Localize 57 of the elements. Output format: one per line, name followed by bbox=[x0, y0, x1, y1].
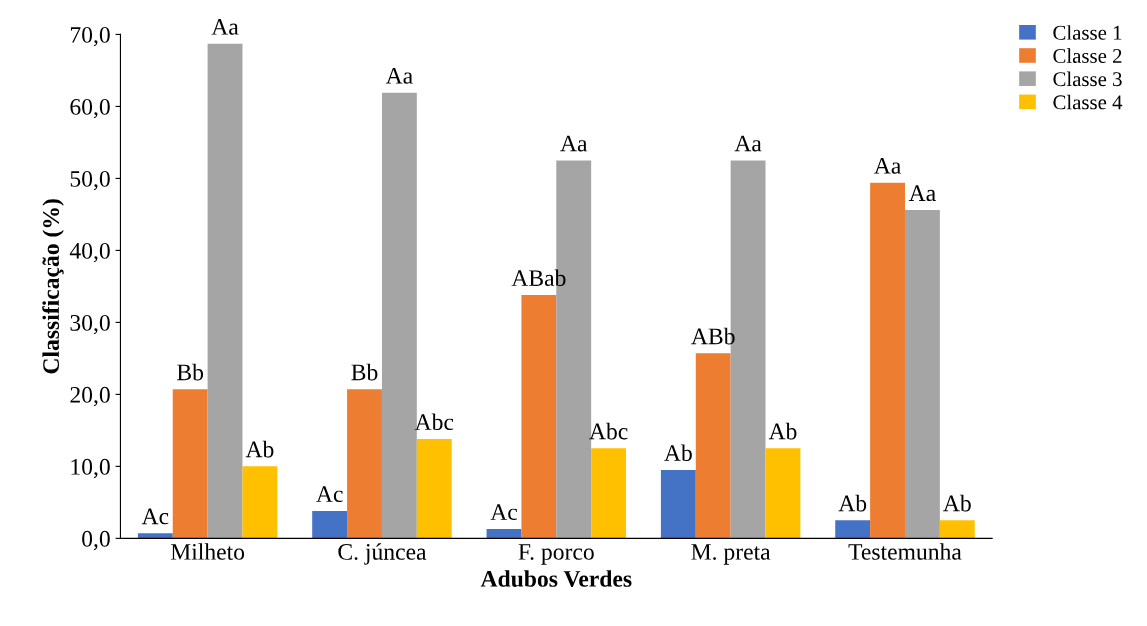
bar bbox=[939, 520, 975, 539]
y-axis-title: Classificação (%) bbox=[42, 199, 64, 374]
x-tick-label: C. júncea bbox=[338, 543, 427, 565]
x-axis-title: Adubos Verdes bbox=[480, 570, 632, 587]
data-label: Bb bbox=[177, 363, 204, 381]
legend-label: Classe 3 bbox=[1053, 71, 1122, 87]
data-label: Aa bbox=[908, 185, 936, 202]
data-label: Ab bbox=[664, 444, 692, 462]
data-label: Ab bbox=[838, 494, 867, 512]
data-label: Ac bbox=[316, 486, 343, 503]
y-tick-label: 60,0 bbox=[70, 98, 110, 119]
y-tick-label: 50,0 bbox=[70, 170, 110, 191]
bar bbox=[137, 533, 173, 539]
data-label: Aa bbox=[734, 135, 762, 152]
x-tick-label: M. preta bbox=[691, 544, 771, 565]
data-label: Aa bbox=[385, 67, 413, 84]
bar bbox=[904, 210, 940, 539]
data-label: Ab bbox=[943, 494, 971, 512]
y-tick-label: 40,0 bbox=[69, 242, 110, 263]
data-label: Aa bbox=[211, 19, 239, 35]
legend-label: Classe 4 bbox=[1053, 94, 1123, 110]
data-label: ABab bbox=[511, 269, 566, 287]
data-label: Aa bbox=[560, 135, 588, 152]
legend-label: Classe 2 bbox=[1053, 48, 1122, 63]
bar bbox=[207, 43, 243, 539]
y-tick-label: 10,0 bbox=[71, 458, 110, 479]
x-tick-label: Testemunha bbox=[848, 543, 962, 560]
bar bbox=[312, 511, 348, 539]
legend-label: Classe 1 bbox=[1053, 25, 1122, 40]
bar bbox=[347, 389, 382, 539]
x-tick-label: Milheto bbox=[170, 543, 245, 560]
bar bbox=[486, 529, 522, 539]
y-tick-label: 20,0 bbox=[70, 386, 110, 407]
bar bbox=[660, 469, 696, 539]
y-tick-label: 0,0 bbox=[82, 530, 110, 551]
bar bbox=[172, 389, 208, 539]
bar bbox=[695, 353, 731, 539]
y-tick-label: 30,0 bbox=[70, 314, 110, 335]
bar bbox=[416, 439, 452, 539]
data-label: Ab bbox=[245, 440, 274, 458]
data-label: Abc bbox=[589, 422, 628, 440]
data-label: Ab bbox=[768, 422, 797, 440]
bar bbox=[242, 466, 278, 539]
bar bbox=[521, 295, 557, 539]
x-tick-label: F. porco bbox=[518, 544, 594, 565]
bar bbox=[381, 92, 417, 539]
data-label: Aa bbox=[874, 157, 901, 174]
data-label: Ac bbox=[141, 508, 169, 525]
bar bbox=[870, 182, 905, 539]
bar bbox=[591, 448, 627, 539]
data-label: Abc bbox=[414, 413, 454, 431]
data-label: ABb bbox=[691, 327, 735, 345]
data-label: Bb bbox=[351, 363, 378, 381]
data-label: Ac bbox=[490, 504, 518, 521]
y-tick-label: 70,0 bbox=[70, 26, 110, 47]
bar bbox=[765, 448, 801, 539]
bar bbox=[835, 520, 871, 539]
